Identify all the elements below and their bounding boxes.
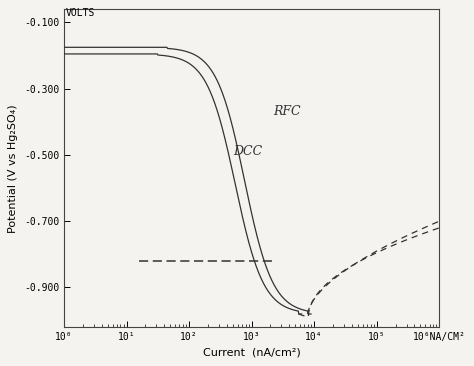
Text: DCC: DCC	[233, 145, 262, 158]
Text: VOLTS: VOLTS	[65, 8, 95, 18]
Text: RFC: RFC	[273, 105, 301, 118]
X-axis label: Current  (nA/cm²): Current (nA/cm²)	[203, 348, 301, 358]
Y-axis label: Potential (V vs Hg₂SO₄): Potential (V vs Hg₂SO₄)	[9, 104, 18, 232]
